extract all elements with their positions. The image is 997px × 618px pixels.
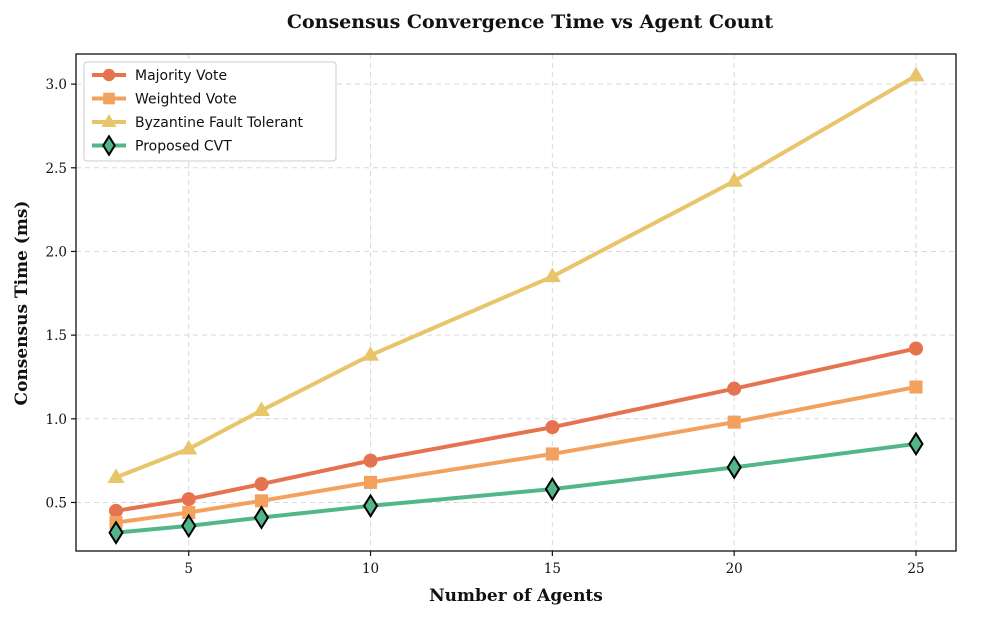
legend-label: Majority Vote bbox=[135, 68, 227, 84]
legend-label: Weighted Vote bbox=[135, 92, 237, 108]
y-tick-label: 2.0 bbox=[46, 244, 67, 260]
x-tick-label: 15 bbox=[544, 561, 561, 577]
data-point-triangle bbox=[725, 172, 743, 187]
legend-box bbox=[83, 61, 337, 162]
legend-label: Byzantine Fault Tolerant bbox=[135, 115, 304, 131]
data-point-diamond bbox=[362, 493, 379, 519]
data-point-square bbox=[182, 505, 196, 520]
data-point-square bbox=[727, 415, 741, 429]
y-tick-label: 3.0 bbox=[46, 77, 67, 93]
data-point-triangle bbox=[543, 267, 561, 283]
y-tick-label: 1.0 bbox=[46, 412, 67, 428]
x-tick-label: 5 bbox=[184, 561, 193, 577]
data-point-square bbox=[364, 475, 378, 489]
series-byzantine-fault-tolerant bbox=[107, 66, 925, 483]
data-point-circle bbox=[363, 453, 378, 468]
chart-title: Consensus Convergence Time vs Agent Coun… bbox=[287, 11, 773, 33]
legend-item: Weighted Vote bbox=[92, 92, 237, 108]
data-point-circle bbox=[727, 381, 742, 396]
y-tick-label: 0.5 bbox=[46, 495, 67, 511]
data-point-circle bbox=[108, 503, 124, 518]
legend-item: Majority Vote bbox=[92, 68, 227, 84]
data-point-diamond bbox=[908, 431, 924, 457]
x-tick-label: 20 bbox=[726, 561, 743, 577]
data-point-diamond bbox=[544, 476, 561, 502]
legend: Majority Vote Weighted Vote Byzantine Faul… bbox=[83, 61, 337, 162]
x-axis-ticks: 5 10 15 20 25 bbox=[184, 551, 925, 577]
legend-marker-circle bbox=[102, 68, 116, 82]
legend-marker-square bbox=[103, 92, 115, 105]
data-point-diamond bbox=[726, 455, 742, 480]
x-tick-label: 25 bbox=[907, 561, 924, 577]
data-point-circle bbox=[254, 477, 269, 492]
y-tick-label: 1.5 bbox=[46, 328, 67, 344]
y-axis-label: Consensus Time (ms) bbox=[12, 201, 32, 406]
plot-frame bbox=[75, 53, 957, 552]
data-point-circle bbox=[545, 420, 560, 435]
data-point-circle bbox=[181, 492, 196, 507]
series-weighted-vote bbox=[109, 380, 923, 530]
data-point-triangle bbox=[907, 66, 925, 82]
series-line bbox=[114, 346, 918, 513]
legend-item: Byzantine Fault Tolerant bbox=[92, 114, 304, 131]
data-point-square bbox=[254, 494, 268, 508]
data-point-square bbox=[545, 447, 559, 461]
data-point-triangle bbox=[107, 468, 125, 483]
legend-item: Proposed CVT bbox=[92, 134, 232, 157]
data-point-circle bbox=[908, 341, 924, 356]
data-point-square bbox=[909, 380, 923, 394]
data-point-diamond bbox=[181, 513, 197, 539]
series-proposed-cvt bbox=[108, 431, 924, 545]
legend-label: Proposed CVT bbox=[135, 139, 232, 155]
series-majority-vote bbox=[108, 341, 924, 518]
grid bbox=[76, 54, 956, 551]
legend-marker-diamond bbox=[102, 134, 116, 157]
data-point-triangle bbox=[361, 346, 380, 361]
data-point-triangle bbox=[252, 401, 271, 417]
x-tick-label: 10 bbox=[362, 561, 379, 577]
series-layer bbox=[107, 66, 925, 545]
x-axis-label: Number of Agents bbox=[429, 586, 603, 606]
legend-marker-triangle bbox=[101, 114, 117, 127]
y-axis-ticks: 0.5 1.0 1.5 2.0 2.5 3.0 bbox=[46, 77, 76, 511]
data-point-diamond bbox=[253, 505, 270, 530]
y-tick-label: 2.5 bbox=[46, 161, 67, 177]
data-point-diamond bbox=[108, 520, 124, 545]
data-point-triangle bbox=[180, 439, 198, 455]
